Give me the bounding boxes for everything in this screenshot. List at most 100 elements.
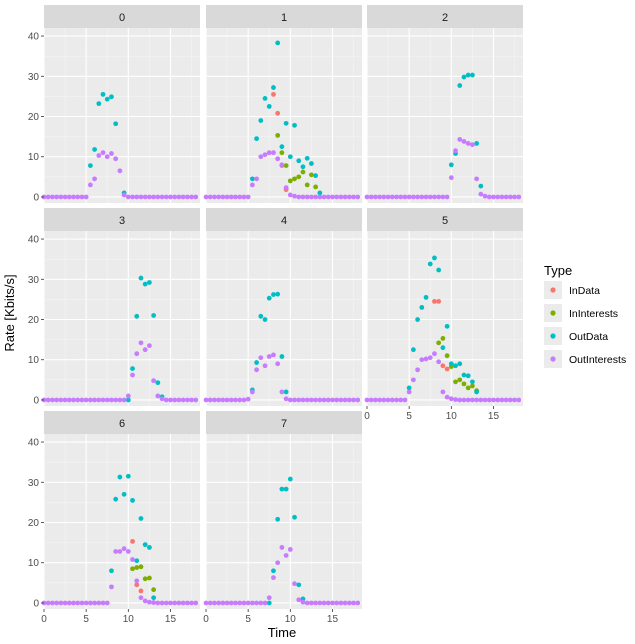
- data-point-outinterests: [212, 194, 217, 200]
- data-point-outinterests: [499, 397, 505, 403]
- data-point-ininterests: [283, 163, 289, 168]
- y-tick-label: 10: [28, 558, 40, 569]
- data-point-outdata: [470, 379, 475, 385]
- legend-entry-ininterests: InInterests: [544, 304, 618, 322]
- data-point-outinterests: [233, 600, 238, 606]
- data-point-outinterests: [45, 194, 51, 200]
- data-point-outinterests: [216, 194, 222, 200]
- data-point-outinterests: [474, 397, 480, 403]
- data-point-outinterests: [486, 194, 492, 200]
- data-point-outinterests: [168, 600, 173, 606]
- data-point-outdata: [457, 83, 463, 88]
- data-point-outinterests: [83, 397, 89, 403]
- data-point-outinterests: [325, 194, 331, 200]
- data-point-outdata: [100, 91, 106, 97]
- data-point-outinterests: [402, 397, 408, 403]
- data-point-outinterests: [237, 194, 243, 200]
- data-point-outdata: [296, 582, 302, 588]
- data-point-outinterests: [138, 340, 144, 346]
- legend-entries: InData InInterests OutData OutInterests: [544, 281, 626, 368]
- data-point-outinterests: [440, 389, 446, 395]
- data-point-outinterests: [381, 194, 387, 200]
- data-point-outdata: [258, 313, 264, 319]
- data-point-outdata: [96, 101, 102, 107]
- data-point-outinterests: [279, 389, 285, 395]
- data-point-outinterests: [516, 397, 522, 403]
- data-point-outinterests: [100, 600, 106, 606]
- data-point-outdata: [254, 136, 259, 142]
- data-point-outinterests: [176, 600, 182, 606]
- data-point-outdata: [266, 104, 272, 109]
- data-point-outdata: [283, 486, 289, 492]
- data-point-outinterests: [159, 396, 165, 402]
- data-point-outdata: [254, 360, 259, 365]
- data-point-outdata: [271, 85, 276, 90]
- data-point-outdata: [138, 516, 144, 521]
- data-point-outinterests: [507, 194, 513, 200]
- data-point-ininterests: [304, 182, 310, 188]
- data-point-ininterests: [309, 172, 314, 178]
- data-point-outinterests: [207, 194, 213, 200]
- data-point-ininterests: [142, 576, 148, 582]
- data-point-outinterests: [330, 397, 335, 403]
- data-point-outinterests: [241, 600, 247, 606]
- data-point-indata: [138, 588, 144, 594]
- y-tick-label: 30: [28, 478, 40, 489]
- data-point-outinterests: [50, 397, 55, 403]
- data-point-outinterests: [117, 397, 123, 403]
- data-point-outinterests: [254, 367, 259, 373]
- data-point-ininterests: [296, 174, 302, 180]
- data-point-outinterests: [262, 600, 268, 606]
- data-point-outinterests: [410, 194, 416, 200]
- data-point-outdata: [142, 281, 148, 287]
- data-point-outinterests: [151, 194, 157, 200]
- y-axis-tick-labels: 0 10 20 30 40 0 10 20 30 40 0 10 20 30 40: [28, 32, 44, 609]
- facet-strip: [206, 411, 362, 434]
- data-point-outinterests: [351, 600, 356, 606]
- data-point-outinterests: [394, 397, 399, 403]
- data-point-outinterests: [470, 142, 475, 148]
- data-point-ininterests: [440, 336, 446, 341]
- data-point-ininterests: [300, 169, 306, 175]
- facet-strip-label: 7: [281, 418, 287, 430]
- data-point-outinterests: [287, 547, 293, 552]
- data-point-outinterests: [96, 397, 102, 403]
- y-tick-label: 40: [28, 235, 40, 246]
- x-tick-label: 10: [123, 614, 135, 625]
- data-point-outdata: [440, 345, 446, 351]
- data-point-outinterests: [220, 194, 226, 200]
- data-point-outinterests: [427, 355, 433, 361]
- data-point-outdata: [427, 261, 433, 267]
- data-point-outinterests: [423, 194, 429, 200]
- data-point-outinterests: [62, 397, 68, 403]
- data-point-outinterests: [330, 600, 335, 606]
- data-point-outinterests: [338, 397, 344, 403]
- data-point-outdata: [474, 141, 480, 146]
- data-point-outinterests: [163, 194, 169, 200]
- data-point-outinterests: [495, 194, 501, 200]
- data-point-outinterests: [193, 194, 199, 200]
- y-tick-label: 40: [28, 438, 40, 449]
- data-point-outinterests: [279, 162, 285, 168]
- data-point-outinterests: [96, 153, 102, 158]
- data-point-outinterests: [321, 194, 327, 200]
- data-point-outdata: [448, 361, 454, 367]
- data-point-outdata: [104, 96, 110, 102]
- data-point-outinterests: [121, 397, 127, 403]
- data-point-outdata: [134, 313, 140, 319]
- data-point-outinterests: [283, 553, 289, 558]
- data-point-outinterests: [309, 194, 314, 200]
- data-point-outdata: [287, 154, 293, 160]
- data-point-outinterests: [220, 600, 226, 606]
- data-point-outinterests: [50, 600, 55, 606]
- data-point-outinterests: [491, 397, 496, 403]
- data-point-outinterests: [304, 397, 310, 403]
- y-tick-label: 0: [33, 395, 39, 406]
- data-point-outinterests: [415, 367, 420, 373]
- data-point-outinterests: [448, 396, 454, 402]
- data-point-outdata: [109, 568, 114, 574]
- data-point-outdata: [313, 173, 319, 179]
- data-point-outinterests: [193, 397, 199, 403]
- data-point-outdata: [142, 542, 148, 548]
